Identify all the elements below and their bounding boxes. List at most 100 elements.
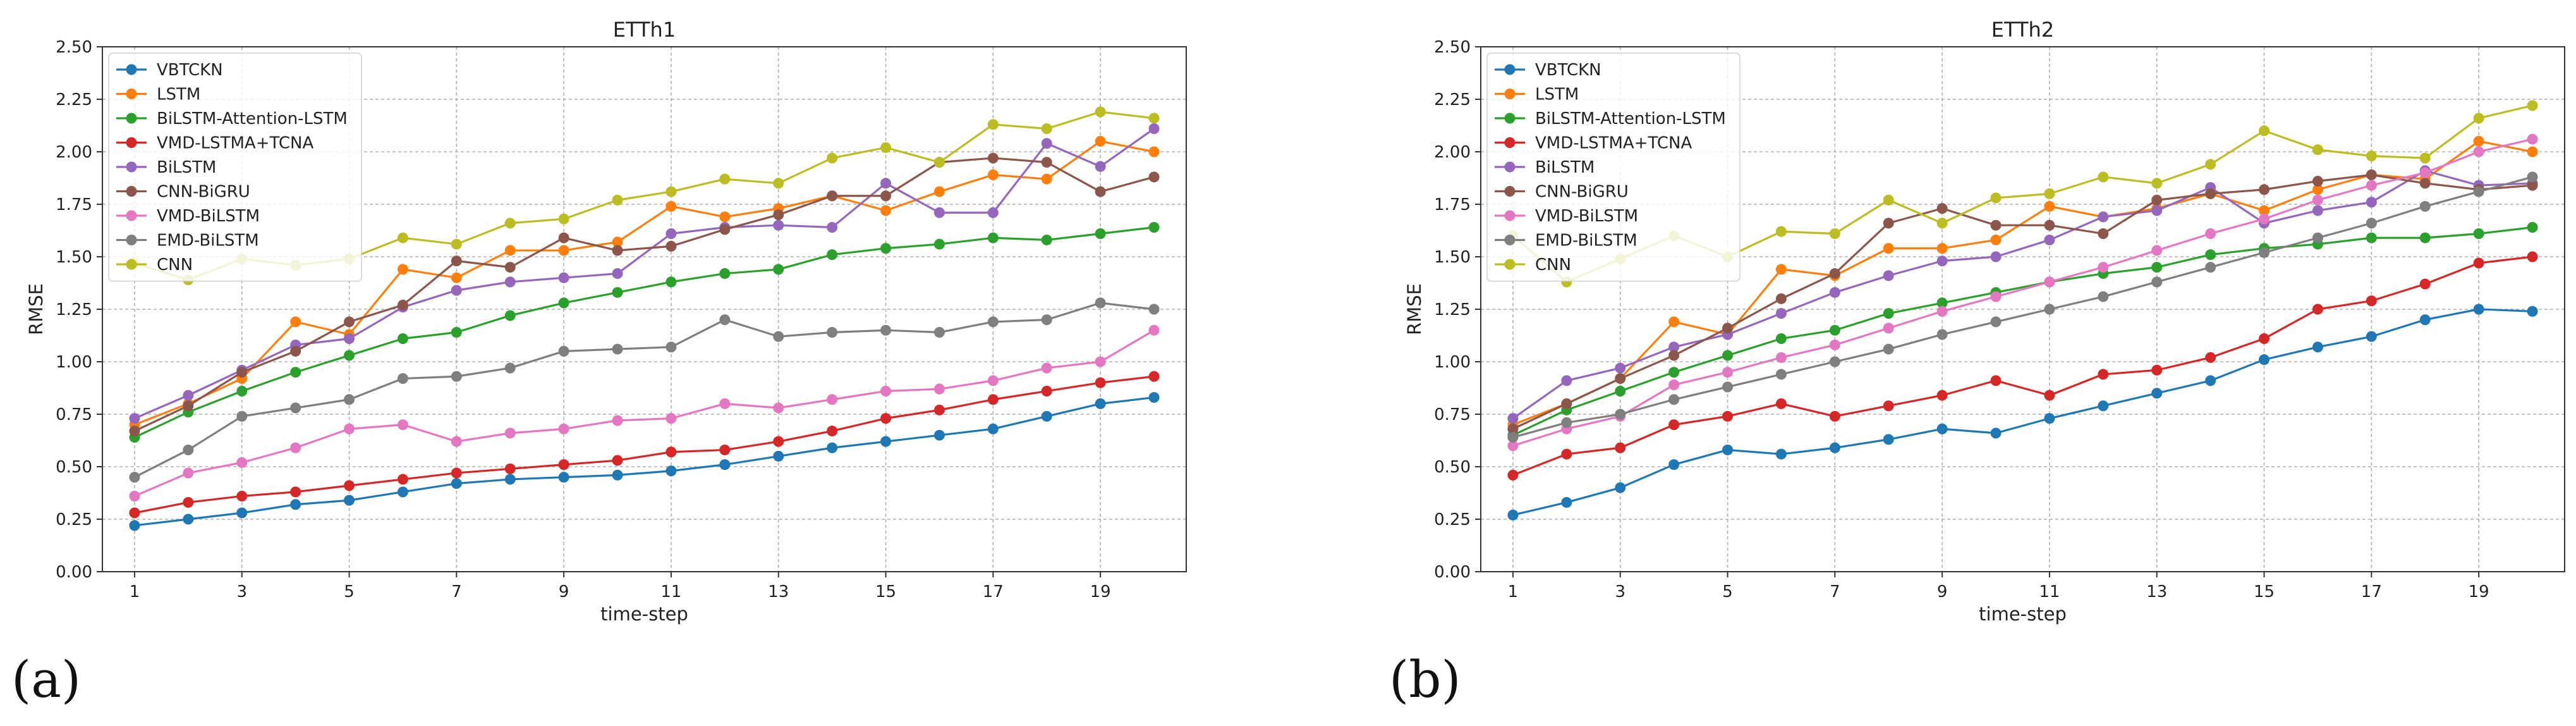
data-point bbox=[1829, 442, 1840, 453]
data-point bbox=[1936, 218, 1948, 229]
legend-item-bilstm-attention-lstm: BiLSTM-Attention-LSTM bbox=[116, 109, 348, 128]
y-tick-label: 2.50 bbox=[1434, 38, 1471, 57]
data-point bbox=[880, 413, 892, 424]
x-tick-label: 5 bbox=[344, 582, 355, 601]
data-point bbox=[290, 486, 301, 498]
legend-label: BiLSTM bbox=[1535, 158, 1595, 177]
legend-label: CNN bbox=[1535, 255, 1571, 274]
data-point bbox=[719, 444, 731, 455]
series-line bbox=[1512, 255, 2533, 476]
data-point bbox=[1615, 362, 1626, 374]
series-vmd-bilstm bbox=[129, 324, 1160, 501]
legend-item-vmd-lstma-tcna: VMD-LSTMA+TCNA bbox=[1495, 134, 1692, 153]
chart-title: ETTh2 bbox=[1991, 18, 2054, 42]
y-axis-label: RMSE bbox=[25, 283, 47, 335]
data-point bbox=[1722, 444, 1734, 455]
data-point bbox=[773, 402, 784, 414]
data-point bbox=[183, 390, 194, 401]
data-point bbox=[2044, 276, 2055, 288]
data-point bbox=[1561, 448, 1572, 460]
data-point bbox=[2527, 222, 2538, 233]
legend-marker bbox=[1504, 64, 1516, 75]
series-line bbox=[134, 302, 1155, 479]
data-point bbox=[719, 398, 731, 409]
data-point bbox=[2098, 400, 2109, 412]
y-tick-label: 2.00 bbox=[1434, 143, 1471, 162]
data-point bbox=[2259, 354, 2270, 366]
data-point bbox=[1507, 432, 1519, 443]
data-point bbox=[827, 190, 838, 202]
data-point bbox=[2098, 228, 2109, 239]
legend-marker bbox=[126, 161, 137, 173]
data-point bbox=[1990, 291, 2002, 302]
data-point bbox=[2044, 219, 2055, 231]
legend-item-cnn-bigru: CNN-BiGRU bbox=[116, 183, 250, 202]
data-point bbox=[719, 314, 731, 326]
legend-marker bbox=[126, 137, 137, 148]
data-point bbox=[2473, 257, 2484, 269]
data-point bbox=[665, 186, 677, 197]
data-point bbox=[1507, 509, 1519, 520]
data-point bbox=[451, 478, 462, 489]
legend-marker bbox=[126, 113, 137, 124]
panel-label: (a) bbox=[11, 650, 81, 709]
data-point bbox=[1615, 385, 1626, 397]
data-point bbox=[2527, 100, 2538, 111]
data-point bbox=[1775, 352, 1787, 363]
data-point bbox=[933, 404, 945, 415]
series-vmd-bilstm bbox=[1507, 133, 2538, 452]
series-bilstm-attention-lstm bbox=[1507, 222, 2538, 441]
data-point bbox=[397, 232, 408, 243]
data-point bbox=[1041, 173, 1052, 185]
data-point bbox=[2151, 262, 2163, 273]
y-tick-label: 1.25 bbox=[56, 300, 92, 319]
data-point bbox=[987, 119, 999, 130]
data-point bbox=[504, 218, 516, 229]
data-point bbox=[451, 285, 462, 296]
data-point bbox=[2366, 331, 2377, 342]
data-point bbox=[1722, 410, 1734, 422]
y-tick-label: 2.25 bbox=[1434, 90, 1471, 109]
legend-marker bbox=[126, 89, 137, 99]
data-point bbox=[1148, 391, 1160, 403]
x-tick-label: 9 bbox=[559, 582, 569, 601]
data-point bbox=[2473, 135, 2484, 147]
data-point bbox=[2044, 413, 2055, 424]
data-point bbox=[1668, 394, 1680, 405]
data-point bbox=[1095, 377, 1106, 388]
y-tick-label: 0.50 bbox=[1434, 458, 1471, 477]
y-tick-label: 1.50 bbox=[56, 248, 92, 267]
legend-box bbox=[1486, 52, 1741, 282]
data-point bbox=[1775, 293, 1787, 304]
legend-label: VMD-LSTMA+TCNA bbox=[1535, 134, 1692, 153]
data-point bbox=[2419, 278, 2431, 290]
data-point bbox=[665, 446, 677, 458]
data-point bbox=[2205, 188, 2216, 199]
data-point bbox=[2312, 184, 2323, 195]
data-point bbox=[129, 472, 140, 483]
data-point bbox=[1775, 264, 1787, 275]
chart-title: ETTh1 bbox=[613, 18, 676, 42]
legend-item-emd-bilstm: EMD-BiLSTM bbox=[1495, 231, 1637, 250]
data-point bbox=[290, 316, 301, 328]
data-point bbox=[236, 367, 248, 378]
data-point bbox=[1507, 423, 1519, 434]
series-line bbox=[1512, 140, 2533, 426]
data-point bbox=[2473, 304, 2484, 315]
legend-item-lstm: LSTM bbox=[116, 85, 200, 104]
data-point bbox=[1668, 419, 1680, 431]
data-point bbox=[1883, 434, 1894, 445]
data-point bbox=[2205, 249, 2216, 261]
data-point bbox=[2312, 341, 2323, 353]
data-point bbox=[451, 255, 462, 267]
data-point bbox=[2527, 251, 2538, 262]
y-tick-label: 1.50 bbox=[1434, 248, 1471, 267]
series-line bbox=[1512, 169, 2533, 419]
data-point bbox=[2366, 232, 2377, 243]
data-point bbox=[397, 486, 408, 498]
data-point bbox=[2098, 211, 2109, 223]
data-point bbox=[558, 245, 569, 256]
data-point bbox=[2312, 194, 2323, 206]
data-point bbox=[1507, 469, 1519, 481]
data-point bbox=[2366, 218, 2377, 229]
